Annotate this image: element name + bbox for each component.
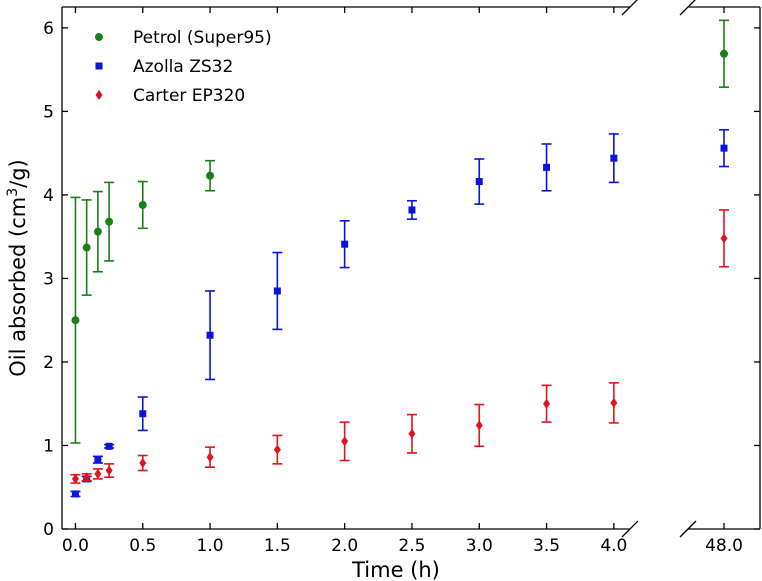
y-tick-label: 1: [43, 436, 54, 456]
series-carter-ep320: [70, 209, 729, 484]
data-point: [206, 331, 214, 339]
axis-break-mark: [621, 0, 638, 16]
data-point: [720, 49, 728, 58]
legend-marker: [95, 33, 103, 41]
series-layer: [70, 19, 729, 498]
y-axis-title: Oil absorbed (cm3/g): [5, 159, 30, 376]
data-point: [71, 316, 80, 325]
data-point: [273, 444, 281, 455]
x-tick-label: 0.0: [62, 536, 89, 556]
data-point: [138, 200, 147, 209]
legend-label: Petrol (Super95): [133, 28, 272, 48]
data-point: [543, 398, 551, 409]
x-tick-label: 1.5: [264, 536, 291, 556]
data-point: [94, 456, 102, 464]
y-axis-title-superscript: 3: [5, 188, 21, 197]
series-petrol-super95: [70, 19, 729, 444]
y-tick-label: 5: [43, 102, 54, 122]
data-point: [82, 243, 91, 252]
data-point: [341, 240, 349, 248]
data-point: [94, 468, 102, 479]
data-point: [206, 171, 215, 180]
axis-break-mark: [621, 520, 639, 538]
right-axes-panel: 48.0: [688, 6, 761, 556]
data-point: [71, 490, 79, 498]
data-point: [105, 442, 113, 450]
data-point: [105, 217, 114, 226]
left-axes-panel: 0 1 2 3 4 5 6 0.0 0.5 1.0 1.5 2.0 2.5 3.0 3.5 4.0: [43, 0, 697, 556]
y-tick-label: 2: [43, 353, 54, 373]
legend-label: Carter EP320: [133, 86, 245, 106]
data-point: [543, 163, 551, 171]
data-point: [475, 178, 483, 186]
x-tick-label: 48.0: [705, 536, 743, 556]
data-point: [610, 154, 618, 162]
data-point: [408, 206, 416, 214]
x-tick-label: 3.5: [533, 536, 560, 556]
x-tick-label: 4.0: [600, 536, 627, 556]
legend: Petrol (Super95) Azolla ZS32 Carter EP320: [95, 28, 272, 106]
y-axis-title-tail: /g): [6, 159, 30, 188]
y-tick-label: 3: [43, 269, 54, 289]
data-point: [408, 428, 416, 439]
legend-marker: [95, 62, 103, 70]
data-point: [720, 144, 728, 152]
x-tick-label: 1.0: [197, 536, 224, 556]
y-tick-label: 0: [43, 520, 54, 540]
data-point: [720, 233, 728, 244]
legend-marker: [95, 90, 103, 100]
y-tick-label: 4: [43, 186, 54, 206]
data-point: [610, 397, 618, 408]
x-tick-label: 2.0: [331, 536, 358, 556]
data-point: [273, 287, 281, 295]
series-azolla-zs32: [70, 128, 729, 498]
data-point: [341, 436, 349, 447]
data-point: [83, 472, 91, 483]
data-point: [206, 452, 214, 463]
data-point: [475, 420, 483, 431]
y-tick-label: 6: [43, 19, 54, 39]
data-point: [71, 473, 79, 484]
x-axis-title: Time (h): [351, 558, 440, 581]
x-tick-label: 3.0: [466, 536, 493, 556]
x-tick-label: 0.5: [129, 536, 156, 556]
x-tick-label: 2.5: [398, 536, 425, 556]
data-point: [105, 465, 113, 476]
legend-label: Azolla ZS32: [133, 57, 233, 77]
data-point: [93, 227, 102, 236]
data-point: [139, 410, 147, 418]
data-point: [139, 458, 147, 469]
y-axis-title-main: Oil absorbed (cm: [6, 197, 30, 377]
